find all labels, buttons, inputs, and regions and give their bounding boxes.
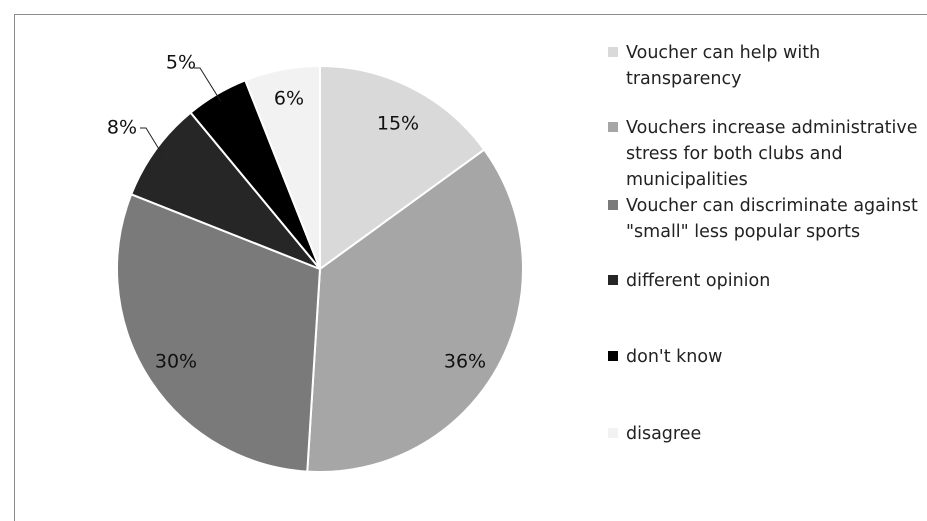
legend-item: disagree (608, 421, 927, 447)
legend-swatch (608, 122, 618, 132)
legend-item: Voucher can help with transparency (608, 40, 927, 92)
leader-lines (140, 67, 222, 155)
legend-swatch (608, 200, 618, 210)
legend-item: don't know (608, 344, 927, 370)
legend-item: Voucher can discriminate against "small"… (608, 193, 927, 245)
slice-value-label: 30% (155, 351, 197, 373)
leader-line (194, 67, 222, 102)
slice-value-label: 5% (166, 52, 196, 74)
legend-item: Vouchers increase administrative stress … (608, 115, 927, 193)
legend-swatch (608, 428, 618, 438)
slice-value-label: 6% (274, 88, 304, 110)
chart-border (14, 14, 927, 521)
data-labels: 15% 36% 30% 8% 5% 6% (107, 52, 486, 373)
legend-label: don't know (626, 347, 723, 367)
legend-swatch (608, 275, 618, 285)
slice-value-label: 8% (107, 117, 137, 139)
pie-slice (129, 111, 321, 270)
legend-swatch (608, 47, 618, 57)
legend-swatch (608, 351, 618, 361)
slice-value-label: 15% (377, 113, 419, 135)
legend-label: Voucher can help with transparency (626, 43, 821, 89)
legend-item: different opinion (608, 268, 927, 294)
legend-label: Vouchers increase administrative stress … (626, 118, 918, 190)
legend-label: Voucher can discriminate against "small"… (626, 196, 918, 242)
leader-line (140, 127, 163, 155)
pie-slice (243, 64, 321, 270)
pie-slice (306, 148, 524, 473)
slice-value-label: 36% (444, 351, 486, 373)
pie-slice (319, 64, 486, 271)
legend-label: different opinion (626, 271, 771, 291)
legend-label: disagree (626, 424, 702, 444)
pie-slices (116, 64, 524, 473)
pie-slice (116, 192, 322, 473)
